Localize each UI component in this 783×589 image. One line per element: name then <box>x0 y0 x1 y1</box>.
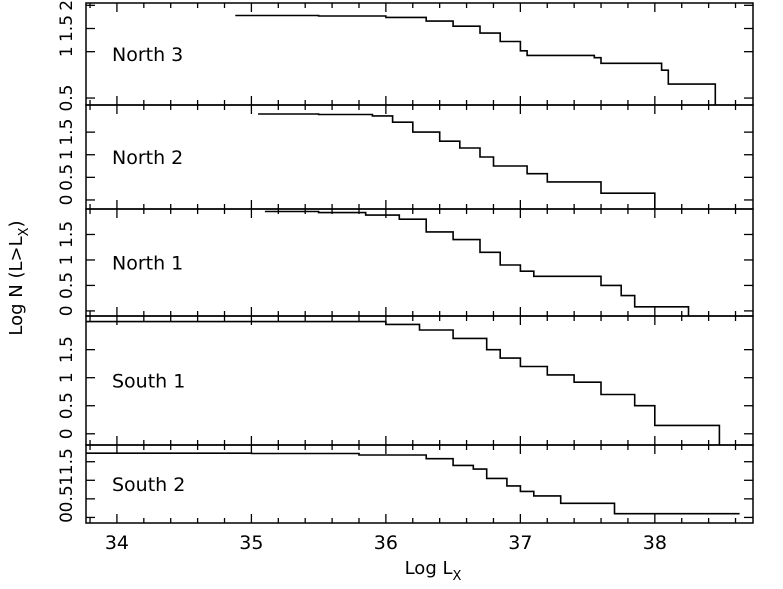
panel-frame <box>85 444 754 524</box>
panel-3: 0 0.5 1 1.5 North 1 <box>57 208 754 317</box>
y-tick-label: 0.5 <box>57 164 77 191</box>
x-tick-label: 35 <box>239 532 263 554</box>
cumulative-curve <box>86 320 721 445</box>
y-tick-label: 1 <box>57 475 77 486</box>
y-tick-label: 1.5 <box>57 119 77 146</box>
y-tick-label: 1 <box>57 46 77 57</box>
cumulative-curve <box>86 452 740 515</box>
y-tick-label: 0.5 <box>57 85 77 112</box>
panel-5: 00.511.5 South 2 <box>57 444 754 524</box>
y-tick-label: 0.5 <box>57 485 77 512</box>
x-tick-label: 36 <box>374 532 398 554</box>
y-tick-label: 1 <box>57 255 77 266</box>
panel-label: South 2 <box>112 474 185 496</box>
y-tick-label: 1 <box>57 149 77 160</box>
y-tick-label: 1 <box>57 372 77 383</box>
x-tick-label: 37 <box>508 532 532 554</box>
x-axis-label: Log LX <box>405 558 462 584</box>
y-tick-label: 0 <box>57 195 77 206</box>
panel-label: North 1 <box>112 253 183 275</box>
panel-label: South 1 <box>112 371 185 393</box>
y-axis-label: Log N (L>LX) <box>6 220 32 335</box>
y-tick-label: 1.5 <box>57 336 77 363</box>
y-tick-label: 2 <box>57 0 77 11</box>
x-tick-label: 38 <box>643 532 667 554</box>
panel-frame <box>85 315 754 446</box>
panel-label: North 3 <box>112 44 183 66</box>
panel-2: 0 0.5 1 1.5 North 2 <box>57 104 754 210</box>
cumulative-curve <box>264 210 690 316</box>
y-tick-label: 0 <box>57 428 77 439</box>
y-tick-label: 1.5 <box>57 15 77 42</box>
y-tick-label: 0 <box>57 512 77 523</box>
x-tick-label: 34 <box>105 532 129 554</box>
y-tick-label: 0 <box>57 305 77 316</box>
panel-label: North 2 <box>112 147 183 169</box>
cumulative-curve <box>258 113 656 209</box>
panel-frame <box>85 208 754 317</box>
y-tick-label: 1.5 <box>57 448 77 475</box>
y-tick-label: 0.5 <box>57 392 77 419</box>
cumulative-curve <box>235 14 717 105</box>
panel-1: 0.5 1 1.5 2 North 3 <box>57 0 754 112</box>
y-tick-label: 0.5 <box>57 272 77 299</box>
panel-frame <box>85 2 754 106</box>
y-tick-label: 1.5 <box>57 221 77 248</box>
panel-4: 0 0.5 1 1.5 South 1 <box>57 315 754 446</box>
